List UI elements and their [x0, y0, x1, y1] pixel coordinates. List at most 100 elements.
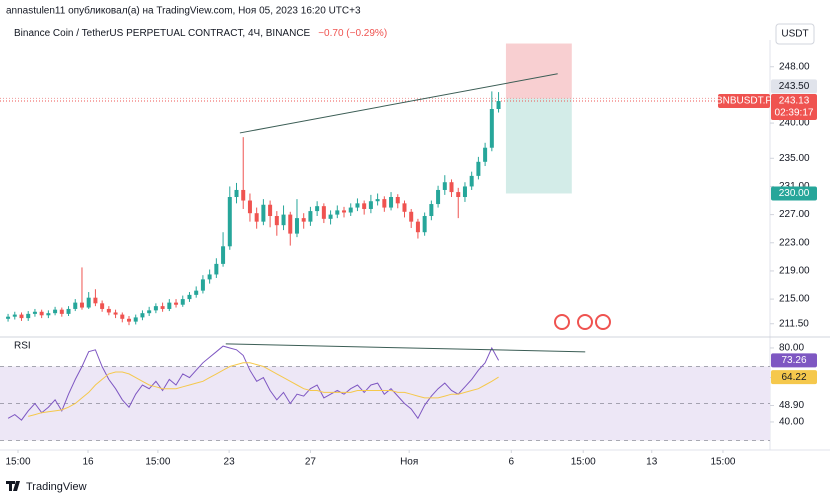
price-badge-label: 64.22	[781, 372, 806, 383]
y-tick-label: 240.00	[779, 118, 810, 129]
plot	[0, 43, 770, 441]
candle-body	[19, 314, 24, 319]
trendline	[239, 73, 558, 134]
y-tick-label: 223.00	[779, 237, 810, 248]
x-tick-label: 15:00	[710, 457, 735, 468]
countdown: 02:39:17	[775, 108, 814, 119]
x-tick-label: 13	[646, 457, 658, 468]
y-tick-label: 219.00	[779, 266, 810, 277]
symbol-badge-label: BNBUSDT.P	[716, 96, 772, 107]
candle-body	[281, 214, 286, 226]
x-tick-label: 27	[305, 457, 317, 468]
candle-body	[227, 197, 232, 247]
x-tick-label: 15:00	[5, 457, 30, 468]
candle-body	[429, 204, 434, 217]
candle-body	[456, 192, 461, 198]
candle-body	[221, 246, 226, 264]
y-tick-label: 211.50	[779, 318, 809, 329]
price-badge	[771, 370, 817, 385]
price-badge	[771, 353, 817, 368]
candle-body	[321, 206, 326, 219]
currency-box[interactable]	[775, 23, 815, 45]
x-tick-label: Ноя	[400, 457, 418, 468]
candle-body	[436, 189, 441, 205]
y-tick-label: 80.00	[779, 343, 804, 354]
price-badge-label: 230.00	[779, 188, 810, 199]
candle-body	[368, 201, 373, 209]
candle-body	[26, 313, 31, 319]
rsi-line	[7, 345, 500, 421]
candle-body	[120, 314, 125, 319]
events	[554, 314, 611, 330]
title: Binance Coin / TetherUS PERPETUAL CONTRA…	[14, 28, 311, 39]
x-tick-label: 16	[82, 457, 94, 468]
event-icon[interactable]	[595, 314, 611, 330]
y-tick-label: 235.00	[779, 153, 810, 164]
y-tick-label: 227.00	[779, 209, 810, 220]
candle-body	[469, 175, 474, 187]
x-tick-label: 6	[509, 457, 515, 468]
candle-body	[200, 279, 205, 291]
candle-body	[167, 302, 172, 309]
candle-body	[274, 216, 279, 226]
candle-body	[234, 189, 239, 198]
candle-body	[174, 302, 179, 305]
x-tick-label: 15:00	[145, 457, 170, 468]
candle-body	[59, 309, 64, 314]
y-tick-label: 215.00	[779, 294, 810, 305]
candle-body	[254, 213, 259, 222]
x-tick-label: 23	[224, 457, 236, 468]
x-tick-label: 15:00	[571, 457, 596, 468]
candle-body	[489, 108, 494, 148]
candle-body	[39, 311, 44, 316]
candle-body	[6, 316, 11, 319]
target-zone	[505, 98, 572, 194]
currency: USDT	[781, 29, 808, 40]
price-badge-label: 243.13	[779, 96, 810, 107]
candle-body	[66, 308, 71, 314]
candle-body	[362, 203, 367, 209]
price-badge	[771, 94, 817, 121]
price-badge-label: 73.26	[781, 355, 806, 366]
candle-body	[79, 302, 84, 308]
candle-body	[86, 297, 91, 308]
candle-body	[288, 214, 293, 234]
candle-body	[382, 199, 387, 208]
candle-body	[140, 313, 145, 318]
candle-body	[308, 211, 313, 222]
candle-body	[93, 297, 98, 304]
candle-body	[395, 197, 400, 204]
candle-body	[348, 207, 353, 213]
event-icon[interactable]	[554, 314, 570, 330]
trendline	[225, 343, 586, 353]
candle-body	[12, 314, 17, 317]
candle-body	[187, 294, 192, 300]
footer: TradingView	[26, 481, 87, 493]
price-badge-label: 243.50	[779, 81, 810, 92]
candle-body	[46, 313, 51, 316]
candle-body	[342, 210, 347, 213]
candle-body	[462, 186, 467, 198]
candle-body	[315, 206, 320, 212]
candle-body	[113, 312, 118, 315]
candle-body	[442, 182, 447, 190]
candle-body	[335, 210, 340, 215]
candle-body	[409, 211, 414, 222]
candle-body	[402, 203, 407, 212]
rsi-ma-line	[28, 362, 499, 417]
stop-zone	[505, 43, 572, 99]
symbol-badge	[718, 94, 770, 109]
candle-body	[268, 204, 273, 217]
logo	[6, 481, 20, 491]
candle-body	[32, 311, 37, 314]
candle-body	[241, 189, 246, 201]
candle-body	[328, 214, 333, 219]
candle-body	[127, 318, 132, 322]
event-icon[interactable]	[577, 314, 593, 330]
candle-body	[53, 309, 58, 314]
candle-body	[294, 218, 299, 234]
candle-body	[73, 302, 78, 309]
candle-body	[194, 290, 199, 295]
author-line: annastulen11 опубликовал(а) на TradingVi…	[6, 5, 361, 17]
